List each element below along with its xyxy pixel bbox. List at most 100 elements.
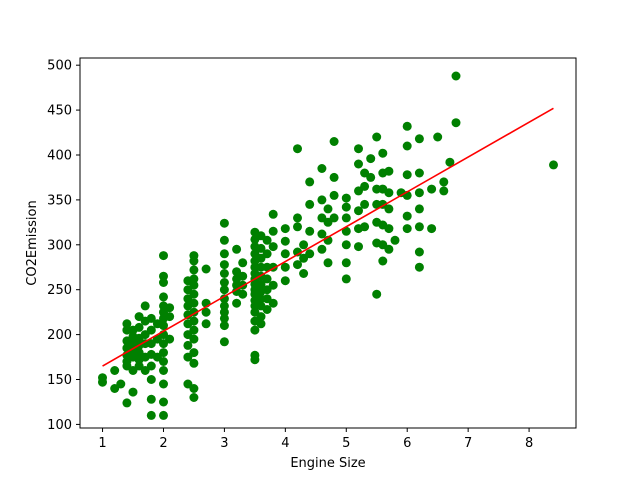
data-point	[268, 298, 278, 308]
data-point	[280, 276, 290, 286]
data-point	[159, 278, 168, 287]
y-tick-label: 100	[47, 418, 72, 433]
data-point	[451, 118, 461, 128]
data-point	[219, 301, 229, 311]
x-tick-label: 2	[159, 436, 167, 451]
data-point	[189, 251, 199, 261]
data-point	[98, 373, 107, 383]
data-point	[189, 289, 199, 299]
data-point	[390, 235, 400, 245]
data-point	[366, 154, 376, 164]
data-point	[402, 121, 412, 131]
x-tick-label: 4	[281, 436, 289, 451]
x-tick-label: 3	[220, 436, 228, 451]
data-point	[256, 279, 266, 289]
data-point	[354, 242, 363, 252]
data-point	[159, 271, 168, 281]
data-point	[159, 348, 168, 358]
data-point	[305, 249, 315, 259]
data-point	[189, 274, 199, 284]
data-point	[317, 164, 327, 173]
data-point	[384, 244, 394, 254]
data-point	[165, 303, 175, 313]
x-axis-label: Engine Size	[290, 456, 365, 471]
data-point	[268, 242, 278, 252]
data-point	[262, 249, 272, 259]
data-point	[134, 322, 144, 332]
data-point	[414, 134, 424, 144]
data-point	[372, 132, 382, 142]
data-point	[299, 269, 309, 278]
data-point	[189, 316, 199, 326]
data-point	[219, 294, 229, 304]
data-point	[159, 397, 168, 407]
data-point	[445, 157, 455, 167]
x-tick-label: 6	[403, 436, 411, 451]
data-point	[299, 240, 309, 250]
data-point	[360, 181, 370, 191]
data-point	[189, 298, 199, 308]
data-point	[360, 199, 370, 209]
data-point	[329, 190, 339, 200]
data-point	[159, 292, 168, 302]
data-point	[366, 172, 376, 182]
data-point	[329, 172, 339, 182]
data-point	[414, 222, 424, 232]
data-point	[146, 394, 156, 404]
data-point	[256, 312, 266, 322]
data-point	[341, 226, 351, 236]
data-points	[98, 71, 558, 420]
data-point	[280, 262, 290, 272]
data-point	[280, 249, 290, 259]
data-point	[414, 168, 424, 178]
data-point	[305, 199, 315, 209]
data-point	[341, 240, 351, 250]
data-point	[341, 202, 351, 212]
y-tick-label: 200	[47, 328, 72, 343]
data-point	[384, 166, 394, 176]
data-point	[293, 222, 302, 232]
data-point	[341, 274, 351, 284]
data-point	[262, 305, 272, 314]
data-point	[414, 247, 424, 257]
data-point	[262, 274, 272, 284]
data-point	[128, 387, 138, 397]
data-point	[256, 319, 266, 329]
data-point	[293, 144, 302, 154]
data-point	[433, 132, 443, 142]
data-point	[378, 256, 388, 266]
data-point	[414, 188, 424, 198]
y-axis-ticks: 100 150 200 250 300 350 400 450 500	[47, 59, 80, 433]
data-point	[372, 289, 382, 299]
data-point	[146, 375, 156, 384]
data-point	[549, 160, 558, 170]
data-point	[219, 285, 229, 295]
data-point	[439, 177, 449, 187]
data-point	[146, 325, 156, 335]
data-point	[219, 307, 229, 317]
data-point	[268, 280, 278, 290]
data-point	[293, 213, 302, 223]
data-point	[384, 204, 394, 214]
data-point	[317, 229, 327, 239]
data-point	[329, 213, 339, 223]
data-point	[323, 258, 333, 268]
data-point	[122, 398, 132, 408]
data-point	[341, 213, 351, 223]
data-point	[219, 321, 229, 331]
data-point	[159, 410, 168, 420]
data-point	[146, 410, 156, 420]
data-point	[201, 264, 211, 274]
data-point	[384, 188, 394, 198]
data-point	[189, 348, 199, 358]
data-point	[280, 236, 290, 246]
data-point	[159, 357, 168, 366]
data-point	[189, 325, 199, 335]
y-tick-label: 250	[47, 283, 72, 298]
data-point	[427, 184, 437, 194]
data-point	[384, 224, 394, 234]
x-axis-ticks: 1 2 3 4 5 6 7 8	[98, 428, 533, 451]
data-point	[159, 379, 168, 389]
y-tick-label: 300	[47, 238, 72, 253]
